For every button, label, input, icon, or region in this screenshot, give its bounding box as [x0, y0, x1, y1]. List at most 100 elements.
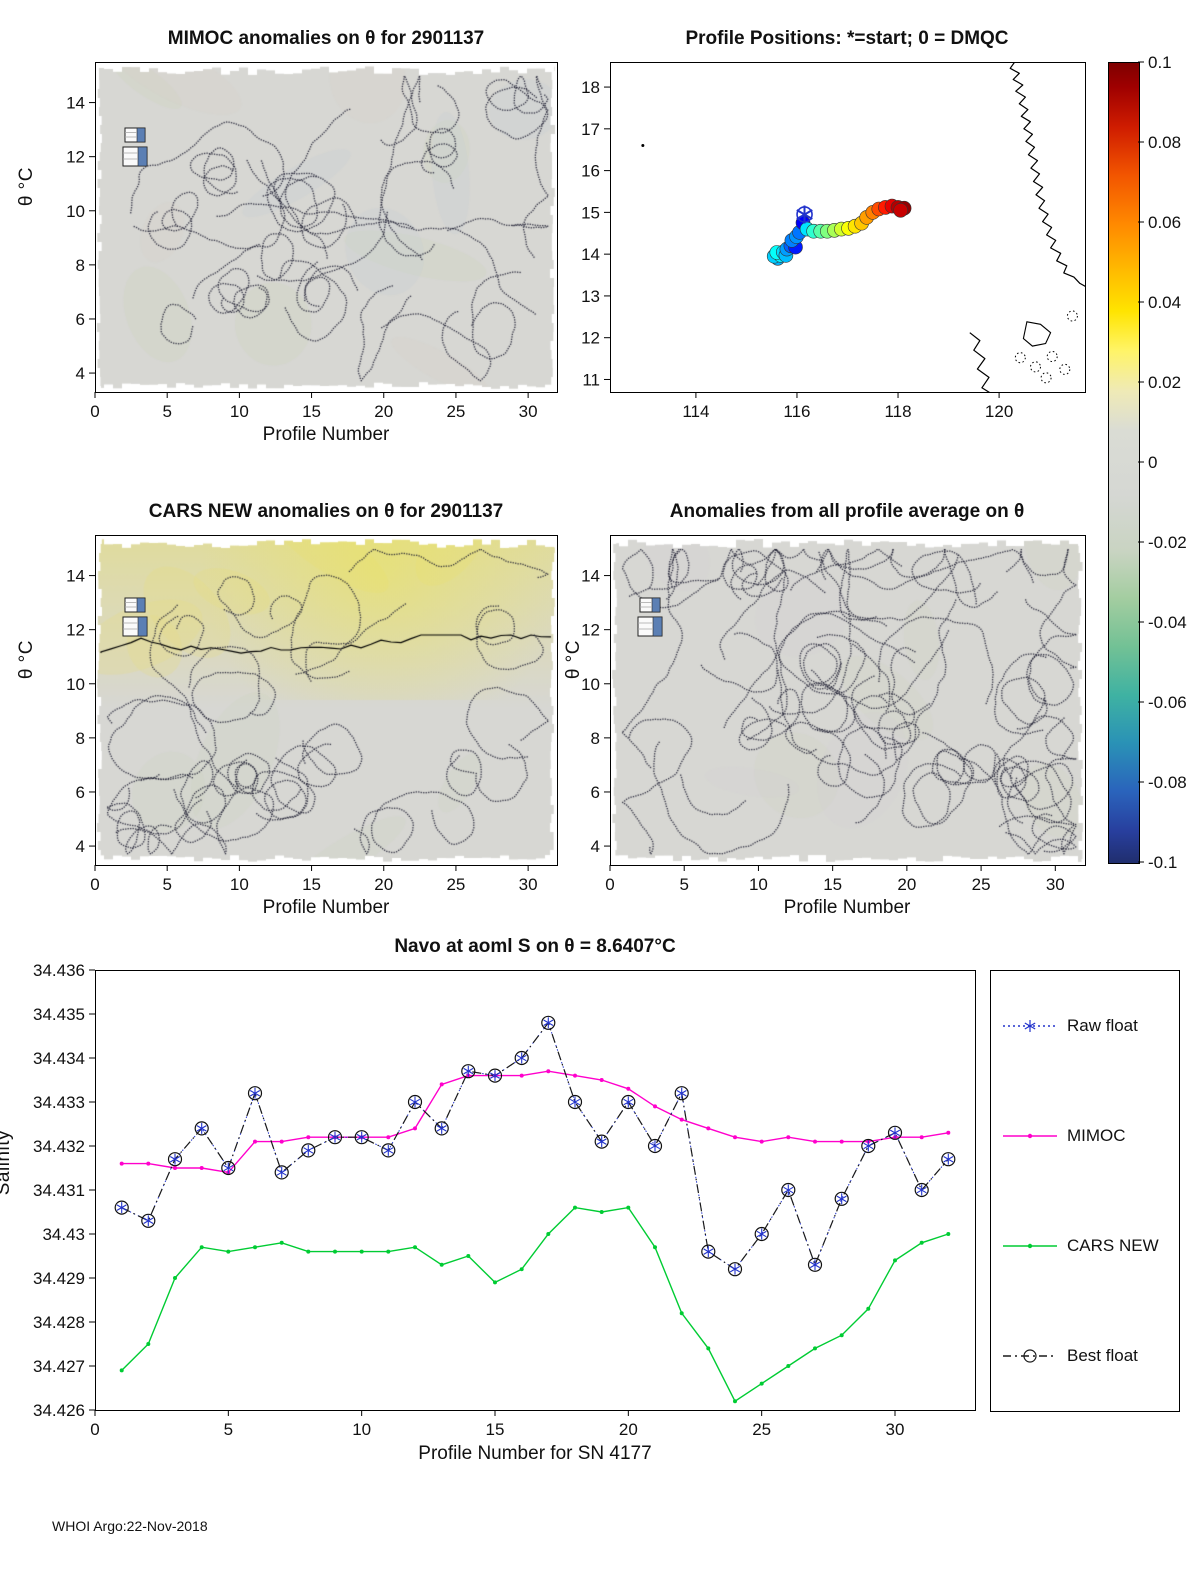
- xlabel-cars: Profile Number: [262, 897, 390, 918]
- best-float-marker: [914, 1182, 929, 1198]
- profile-position-marker: [854, 215, 869, 231]
- tick-label: 4: [591, 837, 600, 856]
- tick-label: 4: [76, 837, 85, 856]
- xlabel-mimoc: Profile Number: [262, 424, 390, 445]
- island-outline: [1022, 321, 1052, 347]
- cars-new-marker: [119, 1368, 124, 1373]
- tick-label: 30: [519, 402, 538, 421]
- profile-position-marker: [788, 239, 803, 255]
- tick-label: 16: [581, 162, 600, 181]
- tick-label: 12: [66, 621, 85, 640]
- legend-item-best-float: Best float: [991, 1346, 1179, 1366]
- profile-position-marker: [779, 241, 795, 257]
- best-float-marker: [514, 1050, 529, 1066]
- best-float-marker: [594, 1134, 609, 1149]
- best-float-marker: [274, 1165, 289, 1180]
- profile-position-marker: [766, 248, 782, 264]
- tick-label: 8: [591, 729, 600, 748]
- tick-label: 6: [76, 783, 85, 802]
- best-float-marker: [647, 1138, 663, 1154]
- tick-label: 12: [581, 329, 600, 348]
- best-float-marker: [381, 1143, 396, 1158]
- cars-new-marker: [866, 1306, 871, 1311]
- colorbar-tick-label: -0.04: [1148, 613, 1187, 632]
- tick-label: 14: [581, 245, 600, 264]
- tick-label: 30: [1046, 875, 1065, 894]
- mimoc-marker: [253, 1139, 257, 1144]
- cars-new-marker: [439, 1262, 444, 1267]
- start-marker-circle: [796, 206, 813, 223]
- mimoc-marker: [546, 1069, 551, 1074]
- tick-label: 5: [679, 875, 688, 894]
- tick-label: 10: [66, 202, 85, 221]
- profile-position-marker: [834, 221, 849, 237]
- islet-outline: [1030, 361, 1041, 373]
- panel-title-salinity: Navo at aoml S on θ = 8.6407°C: [394, 936, 676, 957]
- raw-float-line: [121, 1021, 949, 1270]
- best-float-marker: [701, 1244, 716, 1259]
- tick-label: 13: [581, 287, 600, 306]
- cars-new-marker: [146, 1342, 151, 1346]
- tick-label: 34.43: [42, 1225, 85, 1244]
- best-float-marker: [194, 1121, 209, 1136]
- tick-label: 34.426: [33, 1401, 85, 1420]
- tick-label: 11: [582, 370, 600, 389]
- cars-new-marker: [413, 1245, 417, 1250]
- tick-label: 12: [66, 148, 85, 167]
- profile-position-marker: [789, 229, 804, 244]
- cars-new-marker: [573, 1205, 577, 1210]
- colorbar-tick-label: -0.08: [1148, 773, 1187, 792]
- colorbar-tick-label: -0.06: [1148, 693, 1187, 712]
- mimoc-marker: [893, 1135, 897, 1140]
- mimoc-marker: [653, 1104, 657, 1109]
- tick-label: 0: [605, 875, 614, 894]
- tick-label: 5: [162, 875, 171, 894]
- mimoc-marker: [679, 1117, 684, 1122]
- cars-new-marker: [919, 1240, 924, 1245]
- cars-new-marker: [653, 1245, 657, 1250]
- mimoc-marker: [439, 1082, 444, 1087]
- profile-position-marker: [778, 248, 794, 263]
- figure-credit: WHOI Argo:22-Nov-2018: [52, 1518, 208, 1534]
- mimoc-marker: [333, 1135, 337, 1140]
- profile-position-marker: [884, 198, 900, 214]
- best-float-marker: [114, 1200, 129, 1215]
- xlabel-allprof: Profile Number: [783, 897, 911, 918]
- profile-position-marker: [865, 205, 881, 220]
- best-float-marker: [807, 1257, 823, 1272]
- tick-label: 34.436: [33, 961, 85, 980]
- mimoc-marker: [519, 1073, 524, 1078]
- tick-label: 15: [486, 1420, 505, 1439]
- tick-label: 34.435: [33, 1005, 85, 1024]
- cars-new-marker: [519, 1267, 524, 1272]
- cars-new-marker: [786, 1364, 791, 1368]
- cars-new-marker: [546, 1232, 551, 1236]
- ylabel-cars: θ °C: [16, 640, 37, 680]
- profile-position-marker: [847, 218, 863, 234]
- tick-label: 30: [519, 875, 538, 894]
- legend-sample-raw-float: [1003, 1020, 1057, 1032]
- tick-label: 0: [90, 875, 99, 894]
- mimoc-marker: [759, 1139, 764, 1144]
- tick-label: 34.433: [33, 1093, 85, 1112]
- cars-new-marker: [893, 1258, 897, 1263]
- best-float-marker: [541, 1015, 556, 1030]
- cars-new-marker: [946, 1232, 951, 1236]
- mimoc-marker: [493, 1073, 497, 1078]
- tick-label: 34.427: [33, 1357, 85, 1376]
- mimoc-marker: [173, 1166, 177, 1170]
- tick-label: 30: [886, 1420, 905, 1439]
- cars-new-marker: [226, 1249, 231, 1254]
- colorbar-tick-label: 0.08: [1148, 133, 1181, 152]
- cars-new-marker: [279, 1240, 284, 1245]
- profile-position-marker: [806, 223, 821, 239]
- best-float-line: [121, 1021, 949, 1271]
- cars-new-marker: [173, 1276, 177, 1280]
- tick-label: 0: [90, 1420, 99, 1439]
- cars-new-marker: [679, 1311, 684, 1316]
- mimoc-marker: [839, 1139, 844, 1144]
- tick-label: 15: [823, 875, 842, 894]
- map-speck: [641, 144, 645, 148]
- tick-label: 25: [446, 402, 465, 421]
- profile-position-marker: [783, 238, 799, 254]
